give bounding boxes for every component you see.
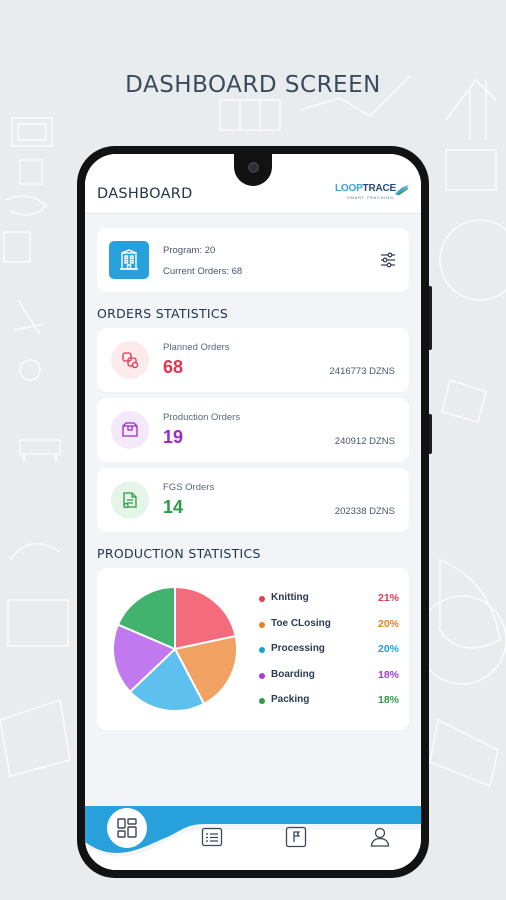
- pie-slice-knitting: [174, 585, 237, 651]
- flag-icon[interactable]: [285, 826, 307, 848]
- legend-dot: [259, 698, 265, 704]
- legend-item: Boarding 18%: [259, 669, 399, 683]
- legend-item: Processing 20%: [259, 643, 399, 657]
- promo-title: DASHBOARD SCREEN: [125, 72, 381, 98]
- pie-slice-toe-closing: [173, 634, 238, 706]
- legend-value: 18%: [377, 668, 399, 681]
- orders-statistics-title: ORDERS STATISTICS: [97, 306, 229, 321]
- production-statistics-title: PRODUCTION STATISTICS: [97, 546, 261, 561]
- legend-value: 21%: [377, 592, 399, 604]
- nav-dashboard-button[interactable]: [107, 808, 147, 848]
- box-icon: [111, 411, 149, 449]
- program-card[interactable]: Program: 20 Current Orders: 68: [97, 228, 409, 292]
- legend-label: Processing: [271, 643, 325, 654]
- current-orders-count: Current Orders: 68: [163, 266, 243, 277]
- user-icon[interactable]: [369, 826, 391, 848]
- page-title: DASHBOARD: [97, 186, 193, 202]
- order-dzns: 202338 DZNS: [334, 506, 395, 517]
- order-dzns: 240912 DZNS: [334, 436, 395, 447]
- legend-dot: [259, 672, 265, 679]
- order-label: Production Orders: [163, 412, 241, 423]
- pie-slice-packing: [116, 585, 176, 651]
- app-screen: DASHBOARD LOOPTRACE SMART TRACKING: [85, 154, 421, 870]
- order-count: 19: [163, 427, 184, 447]
- building-icon: [109, 241, 149, 279]
- legend-label: Knitting: [271, 592, 309, 603]
- bottom-nav-background: [85, 806, 421, 870]
- legend-dot: [259, 647, 265, 653]
- legend-item: Knitting 21%: [259, 592, 399, 606]
- order-label: FGS Orders: [163, 482, 215, 493]
- phone-frame: DASHBOARD LOOPTRACE SMART TRACKING: [77, 146, 429, 878]
- legend-dot: [259, 621, 265, 628]
- pie-slice-processing: [128, 647, 206, 712]
- planned-orders-card[interactable]: Planned Orders 68 2416773 DZNS: [97, 328, 409, 392]
- legend-dot: [259, 596, 265, 602]
- camera-icon: [248, 162, 259, 173]
- phone-volume-button: [428, 414, 432, 454]
- logo-swoosh-icon: [395, 185, 409, 196]
- bottom-nav: [85, 806, 421, 870]
- pie-slice-boarding: [112, 623, 177, 694]
- program-count: Program: 20: [163, 245, 216, 256]
- order-count: 68: [163, 357, 184, 377]
- production-chart-card: Knitting 21% Toe CLosing 20% Processing 20% Bo…: [97, 568, 409, 730]
- order-count: 14: [163, 497, 184, 517]
- legend-item: Packing 18%: [259, 694, 399, 708]
- phone-power-button: [428, 286, 432, 350]
- sliders-icon[interactable]: [379, 251, 397, 269]
- legend-item: Toe CLosing 20%: [259, 618, 399, 632]
- legend-value: 20%: [377, 643, 399, 655]
- legend-label: Toe CLosing: [271, 617, 331, 629]
- dashboard-icon: [117, 818, 137, 838]
- production-pie-chart: [112, 585, 238, 712]
- production-orders-card[interactable]: Production Orders 19 240912 DZNS: [97, 398, 409, 462]
- legend-value: 20%: [377, 617, 399, 630]
- legend-label: Boarding: [271, 668, 315, 680]
- order-label: Planned Orders: [163, 342, 230, 353]
- orders-icon: [111, 341, 149, 379]
- legend-value: 18%: [377, 694, 399, 706]
- camera-notch: [234, 154, 272, 186]
- fgs-orders-card[interactable]: FGS Orders 14 202338 DZNS: [97, 468, 409, 532]
- order-dzns: 2416773 DZNS: [329, 366, 395, 377]
- document-icon: [111, 481, 149, 519]
- brand-logo: LOOPTRACE SMART TRACKING: [335, 183, 411, 203]
- legend-label: Packing: [271, 694, 310, 705]
- list-icon[interactable]: [201, 826, 223, 848]
